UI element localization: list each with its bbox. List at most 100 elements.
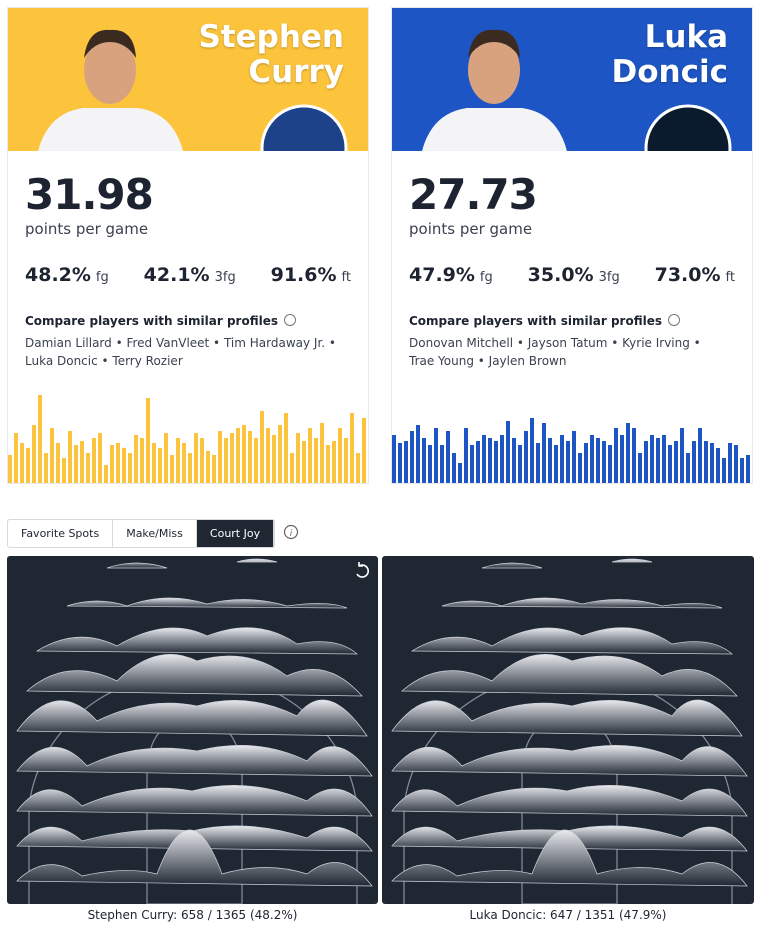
- game-bar: [674, 441, 678, 483]
- game-bar: [428, 445, 432, 483]
- game-bar: [308, 428, 312, 483]
- similar-players: Damian Lillard • Fred VanVleet • Tim Har…: [25, 336, 336, 368]
- game-bar: [50, 428, 54, 483]
- stat-value: 48.2%: [25, 264, 91, 286]
- svg-text:i: i: [290, 529, 293, 539]
- info-circle: [667, 314, 680, 326]
- shooting-stats: 48.2% fg 42.1% 3fg 91.6% ft: [25, 264, 351, 286]
- player-photo: [38, 29, 348, 151]
- game-bar: [734, 445, 738, 483]
- hair: [468, 29, 520, 58]
- game-bar: [128, 453, 132, 483]
- game-bar: [518, 445, 522, 483]
- stat-value: 35.0%: [527, 264, 594, 286]
- game-bar: [746, 455, 750, 483]
- tab[interactable]: Favorite Spots: [8, 520, 114, 547]
- game-bar: [500, 435, 504, 483]
- game-bar: [446, 431, 450, 483]
- game-bar: [200, 438, 204, 483]
- court-plot: [16, 558, 373, 905]
- game-bar: [158, 448, 162, 483]
- last-name: Curry: [248, 54, 344, 90]
- card-header: Luka Doncic: [392, 8, 752, 151]
- game-bar: [356, 453, 360, 483]
- team-logo: [260, 104, 348, 151]
- game-bar: [320, 423, 324, 483]
- stat-value: 42.1%: [143, 264, 210, 286]
- game-bar: [536, 443, 540, 483]
- game-bar: [92, 438, 96, 483]
- tab[interactable]: Make/Miss: [113, 520, 197, 547]
- game-bar: [272, 435, 276, 483]
- game-bar: [80, 441, 84, 483]
- game-bar: [704, 441, 708, 483]
- game-bar: [716, 448, 720, 483]
- game-bar: [248, 431, 252, 483]
- first-name: Luka: [644, 19, 728, 55]
- info-icon[interactable]: i: [283, 524, 299, 540]
- game-bar: [590, 435, 594, 483]
- game-bar: [530, 418, 534, 483]
- game-bar: [38, 395, 42, 483]
- game-bar: [548, 438, 552, 483]
- stat: 91.6% ft: [271, 264, 351, 286]
- game-bars: [8, 395, 366, 483]
- similar-title: Compare players with similar profiles: [25, 313, 297, 328]
- game-bars: [392, 418, 750, 483]
- points-label: points per game: [409, 220, 533, 238]
- game-bar: [464, 428, 468, 483]
- game-bar: [260, 411, 264, 483]
- game-bar: [134, 435, 138, 483]
- game-bar: [410, 431, 414, 483]
- similar-title-text: Compare players with similar profiles: [25, 314, 278, 328]
- game-bar: [416, 425, 420, 483]
- game-bar: [668, 445, 672, 483]
- game-bar: [626, 423, 630, 483]
- game-bar: [482, 435, 486, 483]
- game-bar: [728, 443, 732, 483]
- game-bar: [212, 455, 216, 483]
- stat-label: fg: [95, 270, 109, 285]
- game-bar: [644, 441, 648, 483]
- game-bar: [164, 433, 168, 483]
- game-bar: [452, 453, 456, 483]
- game-bar: [560, 435, 564, 483]
- game-bar: [188, 453, 192, 483]
- game-bar: [98, 433, 102, 483]
- similar-title: Compare players with similar profiles: [409, 313, 681, 328]
- game-bar: [332, 441, 336, 483]
- stat: 35.0% 3fg: [528, 264, 620, 286]
- game-bar: [488, 438, 492, 483]
- game-bar: [326, 445, 330, 483]
- game-bar: [68, 431, 72, 483]
- game-bar: [116, 443, 120, 483]
- hair: [84, 29, 136, 58]
- game-bar: [14, 433, 18, 483]
- game-bar: [176, 438, 180, 483]
- game-bar: [614, 428, 618, 483]
- head: [468, 36, 520, 104]
- game-bar: [470, 445, 474, 483]
- tab[interactable]: Court Joy: [196, 520, 275, 547]
- game-bar: [608, 445, 612, 483]
- game-bar: [740, 458, 744, 483]
- game-bar: [284, 413, 288, 483]
- stat-label: ft: [725, 270, 735, 285]
- game-bar: [62, 458, 66, 483]
- refresh-icon[interactable]: [356, 562, 370, 578]
- player-card: Luka Doncic 27.73 points per game 47.9% fg 35.…: [391, 7, 753, 484]
- player-name: Stephen Curry: [198, 20, 344, 90]
- stat-value: 47.9%: [409, 264, 475, 286]
- game-bar: [458, 463, 462, 483]
- last-name: Doncic: [611, 54, 728, 90]
- game-bar: [140, 438, 144, 483]
- court-joy-chart: [382, 556, 754, 905]
- info-icon: [667, 314, 680, 326]
- jersey: [38, 108, 183, 151]
- game-bar: [680, 428, 684, 483]
- stat-label: ft: [341, 270, 351, 285]
- points-per-game: 31.98: [25, 170, 154, 219]
- team-logo: [644, 104, 732, 151]
- game-bar: [206, 451, 210, 483]
